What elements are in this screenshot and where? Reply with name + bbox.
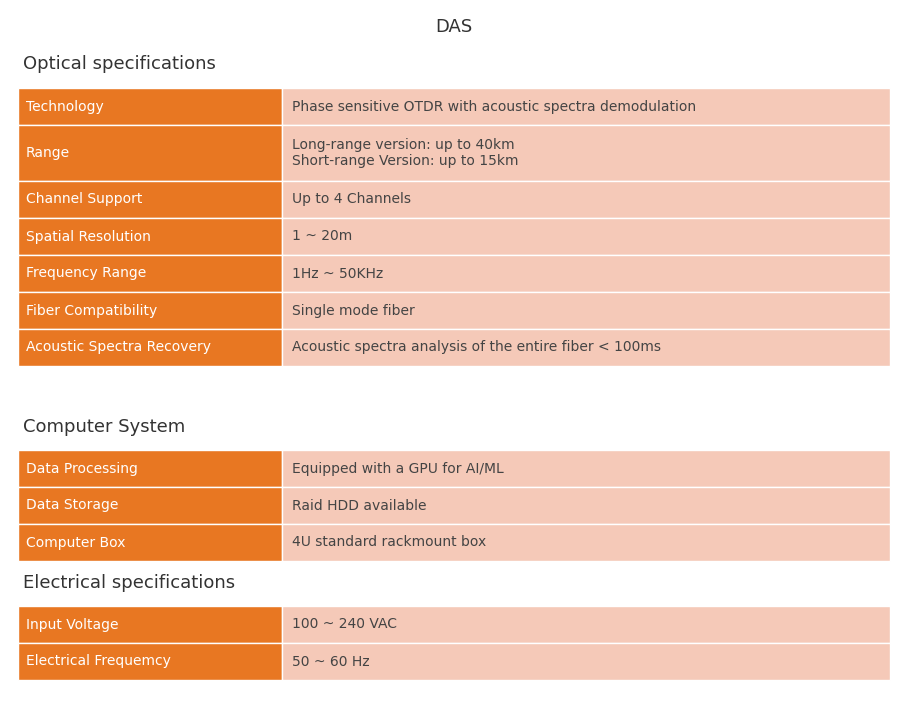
Text: Optical specifications: Optical specifications bbox=[23, 55, 216, 73]
Text: Input Voltage: Input Voltage bbox=[26, 618, 119, 631]
Text: Electrical specifications: Electrical specifications bbox=[23, 574, 235, 592]
Text: Frequency Range: Frequency Range bbox=[26, 266, 146, 281]
Text: Up to 4 Channels: Up to 4 Channels bbox=[292, 192, 411, 207]
Bar bbox=[282, 125, 890, 181]
Bar bbox=[282, 487, 890, 524]
Bar bbox=[282, 218, 890, 255]
Text: 50 ~ 60 Hz: 50 ~ 60 Hz bbox=[292, 654, 370, 668]
Text: Data Storage: Data Storage bbox=[26, 498, 118, 513]
Bar bbox=[18, 487, 282, 524]
Text: Raid HDD available: Raid HDD available bbox=[292, 498, 427, 513]
Bar bbox=[282, 181, 890, 218]
Bar bbox=[18, 88, 282, 125]
Text: Data Processing: Data Processing bbox=[26, 462, 138, 475]
Bar bbox=[18, 218, 282, 255]
Text: Computer System: Computer System bbox=[23, 418, 185, 436]
Text: Phase sensitive OTDR with acoustic spectra demodulation: Phase sensitive OTDR with acoustic spect… bbox=[292, 99, 696, 114]
Bar bbox=[282, 524, 890, 561]
Bar bbox=[282, 450, 890, 487]
Text: Acoustic Spectra Recovery: Acoustic Spectra Recovery bbox=[26, 341, 211, 354]
Bar bbox=[18, 450, 282, 487]
Bar bbox=[18, 524, 282, 561]
Text: Computer Box: Computer Box bbox=[26, 536, 125, 549]
Bar bbox=[18, 125, 282, 181]
Text: DAS: DAS bbox=[435, 18, 473, 36]
Text: Spatial Resolution: Spatial Resolution bbox=[26, 230, 151, 243]
Text: Equipped with a GPU for AI/ML: Equipped with a GPU for AI/ML bbox=[292, 462, 504, 475]
Bar bbox=[18, 292, 282, 329]
Text: Channel Support: Channel Support bbox=[26, 192, 143, 207]
Text: Technology: Technology bbox=[26, 99, 104, 114]
Bar bbox=[282, 643, 890, 680]
Bar bbox=[282, 292, 890, 329]
Text: 4U standard rackmount box: 4U standard rackmount box bbox=[292, 536, 487, 549]
Text: 100 ~ 240 VAC: 100 ~ 240 VAC bbox=[292, 618, 397, 631]
Bar bbox=[282, 255, 890, 292]
Text: Acoustic spectra analysis of the entire fiber < 100ms: Acoustic spectra analysis of the entire … bbox=[292, 341, 661, 354]
Text: Fiber Compatibility: Fiber Compatibility bbox=[26, 304, 157, 318]
Text: Electrical Frequemcy: Electrical Frequemcy bbox=[26, 654, 171, 668]
Text: 1 ~ 20m: 1 ~ 20m bbox=[292, 230, 352, 243]
Text: Range: Range bbox=[26, 146, 70, 160]
Text: 1Hz ~ 50KHz: 1Hz ~ 50KHz bbox=[292, 266, 383, 281]
Bar bbox=[18, 606, 282, 643]
Bar bbox=[282, 329, 890, 366]
Bar bbox=[18, 255, 282, 292]
Bar bbox=[18, 329, 282, 366]
Text: Long-range version: up to 40km
Short-range Version: up to 15km: Long-range version: up to 40km Short-ran… bbox=[292, 138, 518, 168]
Bar bbox=[18, 643, 282, 680]
Bar bbox=[282, 606, 890, 643]
Bar bbox=[282, 88, 890, 125]
Bar bbox=[18, 181, 282, 218]
Text: Single mode fiber: Single mode fiber bbox=[292, 304, 415, 318]
